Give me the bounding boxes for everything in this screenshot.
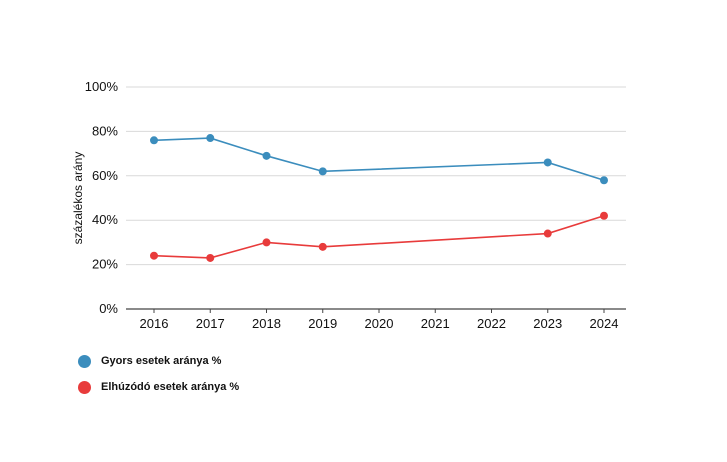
legend-item-gyors: Gyors esetek aránya % (78, 350, 239, 372)
data-point-0 (543, 158, 552, 167)
x-tick-label: 2022 (477, 316, 506, 331)
series-line-1 (153, 214, 605, 259)
data-point-1 (150, 251, 158, 260)
x-tick-label: 2019 (308, 316, 337, 331)
y-tick-label: 0% (99, 301, 118, 316)
x-tick-labels: 2016 2017 2018 2019 2020 2021 2022 2023 2024 (140, 309, 619, 331)
data-point-0 (262, 151, 271, 160)
data-point-1 (543, 229, 552, 238)
data-point-1 (600, 211, 608, 220)
data-point-0 (206, 134, 215, 143)
series-line-0 (153, 137, 605, 182)
x-tick-label: 2024 (590, 316, 619, 331)
x-tick-label: 2018 (252, 316, 281, 331)
y-tick-label: 40% (92, 212, 118, 227)
series-group (150, 134, 608, 262)
x-tick-label: 2016 (140, 316, 169, 331)
data-point-0 (600, 176, 608, 185)
data-point-1 (206, 253, 215, 262)
x-tick-label: 2017 (196, 316, 225, 331)
y-tick-label: 100% (85, 79, 119, 94)
data-point-0 (150, 136, 158, 145)
legend-label-gyors: Gyors esetek aránya % (101, 355, 222, 367)
legend-marker-gyors (78, 354, 91, 368)
y-axis-label: százalékos arány (71, 152, 85, 245)
data-point-1 (318, 242, 327, 251)
gridlines (126, 86, 626, 310)
x-tick-label: 2023 (533, 316, 562, 331)
y-tick-label: 20% (92, 257, 118, 272)
legend-item-elhuzodo: Elhúzódó esetek aránya % (78, 376, 239, 398)
y-tick-label: 80% (92, 123, 118, 138)
y-tick-label: 60% (92, 168, 118, 183)
data-point-0 (318, 167, 327, 176)
y-tick-labels: 0% 20% 40% 60% 80% 100% (85, 79, 119, 316)
legend-marker-elhuzodo (78, 380, 91, 394)
data-point-1 (262, 238, 271, 247)
legend-label-elhuzodo: Elhúzódó esetek aránya % (101, 381, 240, 393)
x-tick-label: 2021 (421, 316, 450, 331)
x-tick-label: 2020 (365, 316, 394, 331)
legend: Gyors esetek aránya % Elhúzódó esetek ar… (78, 350, 239, 402)
